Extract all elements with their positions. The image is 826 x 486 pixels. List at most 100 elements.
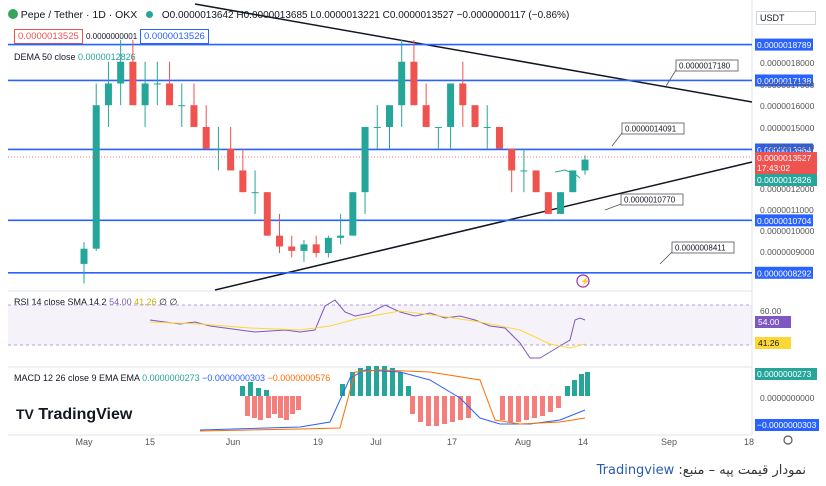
candle-body (300, 244, 308, 251)
level-tag-3: 0.0000010704 (757, 216, 812, 226)
level-tag-1: 0.0000017138 (757, 76, 812, 86)
candle-body (385, 105, 393, 127)
dema-legend: DEMA 50 close 0.0000012826 (14, 52, 136, 62)
rsi-legend: RSI 14 close SMA 14 2 54.00 41.26 ∅ ∅ (14, 297, 177, 308)
macd-hist-bar (374, 366, 379, 396)
candle-body (508, 148, 516, 171)
price-axis-label: 0.0000014000 (760, 142, 815, 152)
rsi-axis-tag: 54.00 (755, 316, 791, 328)
price-axis-label: 0.0000015000 (760, 123, 815, 133)
price-axis-label: 0.0000009000 (760, 247, 815, 257)
candle-body (544, 192, 552, 214)
time-axis-label: Sep (661, 437, 677, 447)
price-axis-label: 0.0000018000 (760, 58, 815, 68)
callout-pointer-1 (611, 132, 623, 147)
macd-hist-bar (398, 372, 403, 396)
candle-body (422, 105, 430, 127)
candle-body (288, 246, 296, 251)
macd-line-value: −0.0000000303 (202, 373, 265, 383)
currency-select[interactable]: USDT (756, 11, 816, 25)
tradingview-logo-icon: TV (16, 406, 34, 422)
macd-hist-bar (290, 396, 295, 414)
candle-body (410, 61, 418, 106)
macd-hist-bar (278, 396, 283, 418)
candle-body (569, 170, 577, 193)
callout-pointer-2 (604, 203, 622, 211)
macd-hist-bar (565, 386, 570, 396)
figure-caption: نمودار قیمت پپه – منبع: Tradingview (597, 463, 806, 478)
macd-hist-bar (524, 396, 529, 420)
time-axis-label: 18 (744, 437, 754, 447)
price-axis-label: 0.0000011000 (760, 205, 814, 215)
rsi-label: RSI 14 close SMA 14 2 (14, 297, 107, 307)
ohlc-values: O0.0000013642 H0.0000013685 L0.000001322… (161, 10, 570, 21)
time-axis-label: 17 (447, 437, 457, 447)
bid-price-button[interactable]: 0.0000013525 (14, 29, 83, 44)
time-axis-label: 19 (313, 437, 323, 447)
rsi-line (149, 299, 586, 359)
macd-hist-bar (585, 372, 590, 396)
candle-body (80, 248, 88, 264)
macd-hist-bar (266, 396, 271, 418)
symbol-title[interactable]: Pepe / Tether · 1D · OKX (20, 9, 138, 21)
time-axis-label: 15 (145, 437, 155, 447)
price-chart[interactable]: 0.00000187890.00000171380.00000139640.00… (0, 0, 826, 455)
candle-body (532, 170, 540, 193)
macd-hist-bar (579, 374, 584, 396)
macd-hist-bar (284, 396, 289, 420)
macd-hist-bar (245, 396, 250, 416)
level-tag-bg-0 (755, 38, 813, 51)
macd-hist-bar (540, 396, 545, 416)
macd-hist-bar (532, 396, 537, 418)
candle-body (361, 126, 369, 193)
candle-body (471, 105, 479, 127)
time-axis-label: Jul (370, 437, 382, 447)
macd-hist-bar (410, 396, 415, 414)
macd-hist-bar (426, 396, 431, 426)
callout-pointer-0 (665, 69, 677, 87)
candle-body (117, 61, 125, 84)
rsi-sma-line (149, 310, 586, 349)
callout-box-0 (675, 59, 739, 72)
candle-body (202, 126, 210, 149)
candle-body (447, 83, 455, 127)
macd-hist-bar (258, 396, 263, 420)
candle-body (434, 126, 442, 128)
macd-hist-bar (442, 396, 447, 424)
macd-hist-bar (340, 384, 345, 396)
time-axis-label: Aug (515, 437, 531, 447)
candle-body (459, 83, 467, 106)
callout-box-1 (621, 122, 685, 135)
macd-hist-bar (272, 396, 277, 414)
callout-text-1: 0.0000014091 (625, 125, 677, 134)
callout-box-2 (620, 193, 684, 206)
rsi-level-60: 60.00 (760, 306, 782, 316)
macd-hist-bar (252, 396, 257, 418)
macd-hist-bar (500, 396, 505, 420)
last-price-value: 0.0000013527 (757, 153, 812, 163)
level-tag-4: 0.0000008292 (757, 268, 812, 278)
candle-body (557, 192, 565, 214)
level-tag-bg-1 (755, 74, 813, 87)
rsi-extra: ∅ ∅ (159, 297, 178, 307)
macd-hist-bar (358, 368, 363, 396)
tradingview-logo: TV TradingView (16, 406, 132, 424)
macd-hist-bar (296, 396, 301, 410)
macd-hist-bar (508, 396, 513, 422)
macd-hist-value: 0.0000000273 (142, 373, 200, 383)
dema-line (554, 169, 581, 179)
pepe-logo-icon (8, 9, 18, 19)
time-axis-label: 14 (578, 437, 588, 447)
rsi-value: 54.00 (109, 297, 132, 307)
caption-source-link[interactable]: Tradingview (596, 463, 675, 478)
macd-signal-value: −0.0000000576 (267, 373, 331, 383)
candle-body (141, 83, 149, 106)
macd-hist-bar (458, 396, 463, 420)
ask-price-button[interactable]: 0.0000013526 (140, 29, 209, 44)
candle-body (373, 126, 381, 128)
candle-body (581, 159, 589, 171)
macd-hist-bar (248, 382, 253, 396)
candle-body (398, 61, 406, 106)
candle-body (104, 83, 112, 106)
price-axis-label: 0.0000017000 (760, 80, 815, 90)
